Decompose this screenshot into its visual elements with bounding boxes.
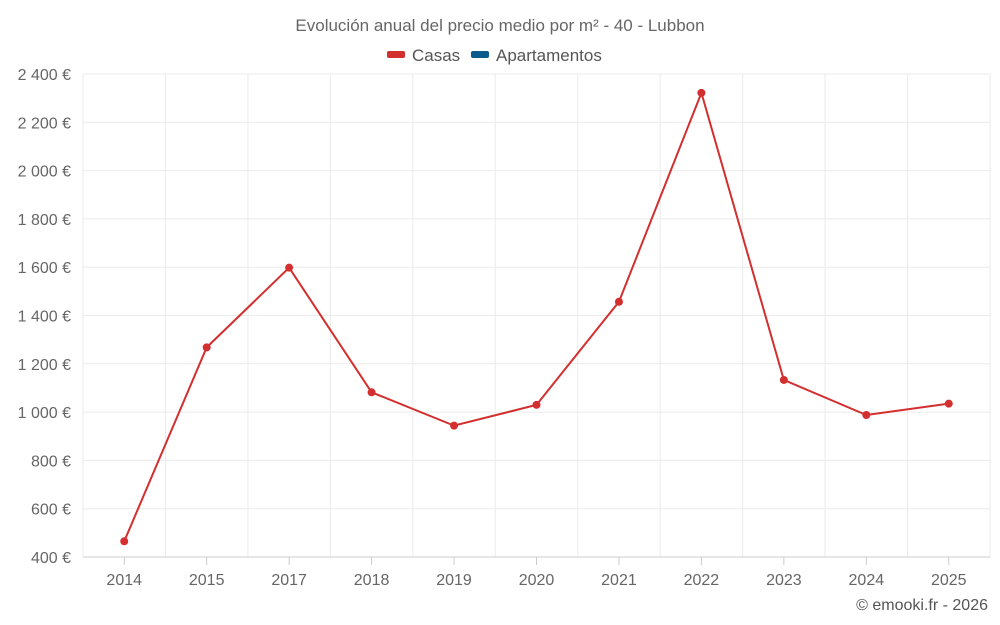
x-tick-label: 2023 [766,572,802,589]
x-tick-label: 2017 [271,572,307,589]
y-tick-label: 1 600 € [18,260,71,277]
credit-text: © emooki.fr - 2026 [856,597,988,614]
x-axis-ticks: 2014 2015 2017 2018 2019 2020 2021 2022 2023 2024… [106,557,967,589]
legend-item-casas[interactable]: Casas [387,46,460,65]
x-tick-label: 2018 [354,572,390,589]
data-point-casas[interactable] [944,399,953,408]
data-point-casas[interactable] [862,410,871,419]
y-tick-label: 2 200 € [18,115,71,132]
legend-item-apartamentos[interactable]: Apartamentos [471,46,602,65]
y-tick-label: 600 € [31,502,71,519]
x-tick-label: 2020 [519,572,555,589]
data-point-casas[interactable] [779,375,788,384]
x-tick-label: 2022 [684,572,720,589]
y-tick-label: 800 € [31,453,71,470]
y-tick-label: 1 200 € [18,357,71,374]
y-tick-label: 1 400 € [18,309,71,326]
legend-label-casas: Casas [412,46,460,65]
y-tick-label: 2 400 € [18,67,71,84]
legend-label-apartamentos: Apartamentos [496,46,602,65]
legend: Casas Apartamentos [387,46,602,65]
y-tick-label: 2 000 € [18,164,71,181]
data-point-casas[interactable] [614,297,623,306]
x-tick-label: 2024 [849,572,885,589]
data-point-casas[interactable] [367,388,376,397]
x-tick-label: 2019 [436,572,472,589]
data-point-casas[interactable] [120,537,129,546]
data-point-casas[interactable] [285,263,294,272]
data-point-casas[interactable] [697,88,706,97]
y-tick-label: 400 € [31,550,71,567]
x-tick-label: 2015 [189,572,225,589]
y-tick-label: 1 800 € [18,212,71,229]
y-axis-ticks: 400 € 600 € 800 € 1 000 € 1 200 € 1 400 € 1 60… [18,67,71,567]
grid-lines [82,73,991,557]
data-point-casas[interactable] [202,343,211,352]
chart-title: Evolución anual del precio medio por m² … [295,16,704,35]
series-casas [120,88,953,546]
x-tick-label: 2025 [931,572,967,589]
x-tick-label: 2014 [106,572,142,589]
legend-swatch-apartamentos [471,51,489,58]
y-tick-label: 1 000 € [18,405,71,422]
x-tick-label: 2021 [601,572,637,589]
data-point-casas[interactable] [532,400,541,409]
legend-swatch-casas [387,51,405,58]
data-point-casas[interactable] [450,421,459,430]
